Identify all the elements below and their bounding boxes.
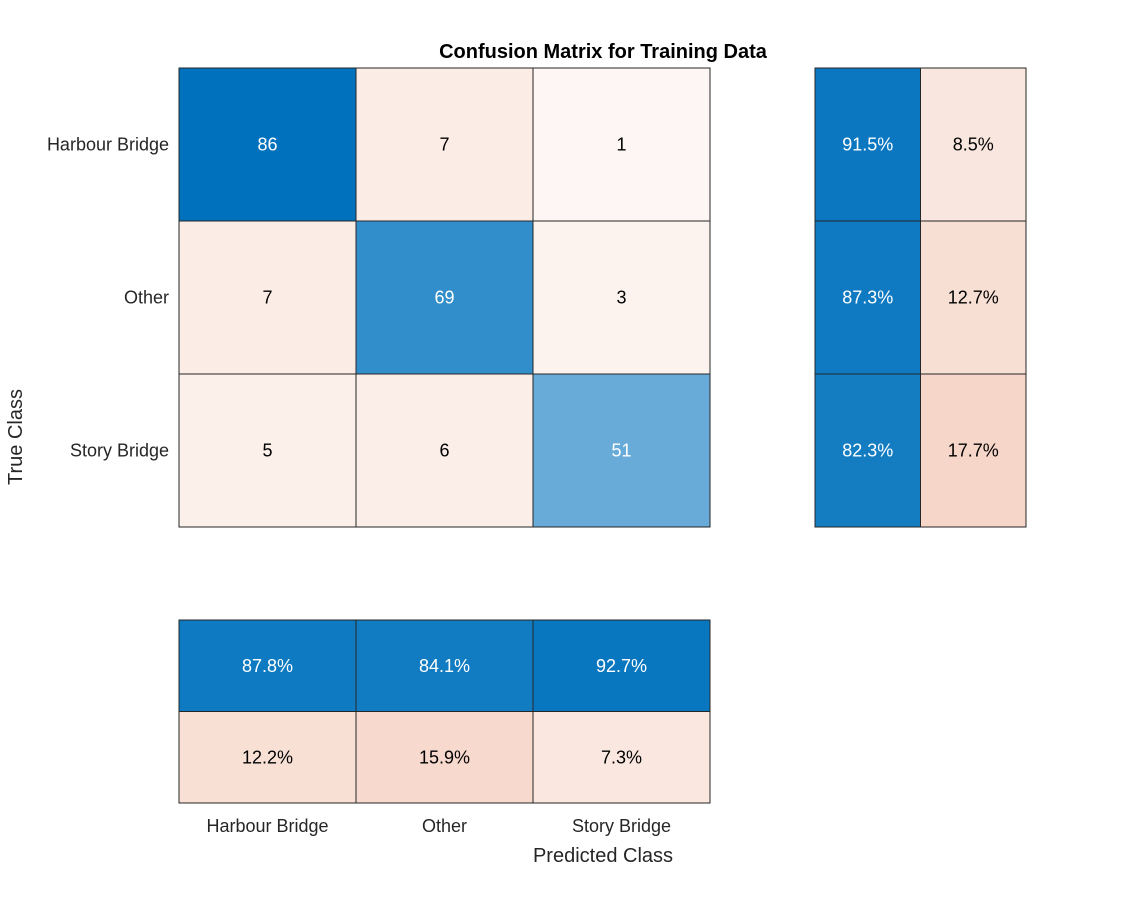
row-summary-correct-r1-label: 87.3% (842, 288, 893, 308)
matrix-cell-r1-c1-rect (355, 220, 534, 375)
x-axis-label: Predicted Class (533, 845, 673, 867)
col-summary-correct-c1: 84.1% (355, 619, 534, 712)
row-summary-correct-r2-rect (814, 373, 921, 528)
matrix-cell-r1-c1: 69 (355, 220, 534, 375)
matrix-cell-r1-c0-label: 7 (262, 288, 272, 308)
row-summary-incorrect-r2: 17.7% (920, 373, 1027, 528)
col-summary-correct-c2-rect (532, 619, 711, 712)
col-summary-correct-c0-label: 87.8% (242, 656, 293, 676)
matrix-cell-r2-c1: 6 (355, 373, 534, 528)
row-summary-incorrect-r0-label: 8.5% (953, 135, 994, 155)
row-summary-incorrect-r2-label: 17.7% (948, 441, 999, 461)
col-summary-incorrect-c2-label: 7.3% (601, 747, 642, 767)
col-summary-correct-c0-rect (178, 619, 357, 712)
matrix-cell-r1-c0: 7 (178, 220, 357, 375)
matrix-cell-r1-c2: 3 (532, 220, 711, 375)
y-tick-label: Story Bridge (70, 441, 169, 461)
col-summary-incorrect-c1-label: 15.9% (419, 747, 470, 767)
matrix-cell-r2-c2-rect (532, 373, 711, 528)
matrix-cell-r1-c2-label: 3 (616, 288, 626, 308)
col-summary-incorrect-c0-rect (178, 711, 357, 804)
row-summary-correct-r0-label: 91.5% (842, 135, 893, 155)
row-summary-matrix: 91.5% 8.5% 87.3% 12.7% 82.3% 17.7% (814, 67, 1027, 528)
main-matrix: 86 7 1 7 69 3 5 6 51 (178, 67, 711, 528)
matrix-cell-r0-c2: 1 (532, 67, 711, 222)
matrix-cell-r0-c2-label: 1 (616, 135, 626, 155)
matrix-cell-r1-c2-rect (532, 220, 711, 375)
matrix-cell-r0-c1-rect (355, 67, 534, 222)
col-summary-correct-c2: 92.7% (532, 619, 711, 712)
col-summary-incorrect-c1-rect (355, 711, 534, 804)
matrix-cell-r0-c1-label: 7 (439, 135, 449, 155)
matrix-cell-r2-c0-label: 5 (262, 441, 272, 461)
row-summary-incorrect-r0: 8.5% (920, 67, 1027, 222)
matrix-cell-r2-c2-label: 51 (611, 441, 631, 461)
y-axis-label: True Class (5, 389, 27, 485)
row-summary-correct-r0: 91.5% (814, 67, 921, 222)
col-summary-incorrect-c0-label: 12.2% (242, 747, 293, 767)
row-summary-correct-r0-rect (814, 67, 921, 222)
y-tick-label: Harbour Bridge (47, 135, 169, 155)
row-summary-incorrect-r1: 12.7% (920, 220, 1027, 375)
x-tick-labels: Harbour Bridge Other Story Bridge (206, 816, 671, 836)
matrix-cell-r2-c0-rect (178, 373, 357, 528)
matrix-cell-r2-c1-rect (355, 373, 534, 528)
matrix-cell-r0-c2-rect (532, 67, 711, 222)
row-summary-incorrect-r1-rect (920, 220, 1027, 375)
col-summary-incorrect-c2-rect (532, 711, 711, 804)
matrix-cell-r0-c0: 86 (178, 67, 357, 222)
row-summary-incorrect-r1-label: 12.7% (948, 288, 999, 308)
x-tick-label: Other (422, 816, 467, 836)
col-summary-incorrect-c1: 15.9% (355, 711, 534, 804)
row-summary-incorrect-r2-rect (920, 373, 1027, 528)
matrix-cell-r1-c0-rect (178, 220, 357, 375)
col-summary-correct-c1-rect (355, 619, 534, 712)
matrix-cell-r1-c1-label: 69 (434, 288, 454, 308)
matrix-cell-r0-c0-rect (178, 67, 357, 222)
matrix-cell-r2-c2: 51 (532, 373, 711, 528)
col-summary-incorrect-c2: 7.3% (532, 711, 711, 804)
col-summary-correct-c1-label: 84.1% (419, 656, 470, 676)
matrix-cell-r2-c1-label: 6 (439, 441, 449, 461)
matrix-cell-r0-c0-label: 86 (257, 135, 277, 155)
matrix-cell-r2-c0: 5 (178, 373, 357, 528)
row-summary-correct-r2: 82.3% (814, 373, 921, 528)
matrix-cell-r0-c1: 7 (355, 67, 534, 222)
col-summary-incorrect-c0: 12.2% (178, 711, 357, 804)
y-tick-label: Other (124, 288, 169, 308)
col-summary-correct-c2-label: 92.7% (596, 656, 647, 676)
row-summary-correct-r1-rect (814, 220, 921, 375)
row-summary-correct-r1: 87.3% (814, 220, 921, 375)
chart-title: Confusion Matrix for Training Data (439, 41, 768, 63)
row-summary-incorrect-r0-rect (920, 67, 1027, 222)
y-tick-labels: Harbour Bridge Other Story Bridge (47, 135, 169, 461)
row-summary-correct-r2-label: 82.3% (842, 441, 893, 461)
x-tick-label: Story Bridge (572, 816, 671, 836)
column-summary-matrix: 87.8% 84.1% 92.7% 12.2% 15.9% 7.3% (178, 619, 711, 804)
col-summary-correct-c0: 87.8% (178, 619, 357, 712)
x-tick-label: Harbour Bridge (206, 816, 328, 836)
